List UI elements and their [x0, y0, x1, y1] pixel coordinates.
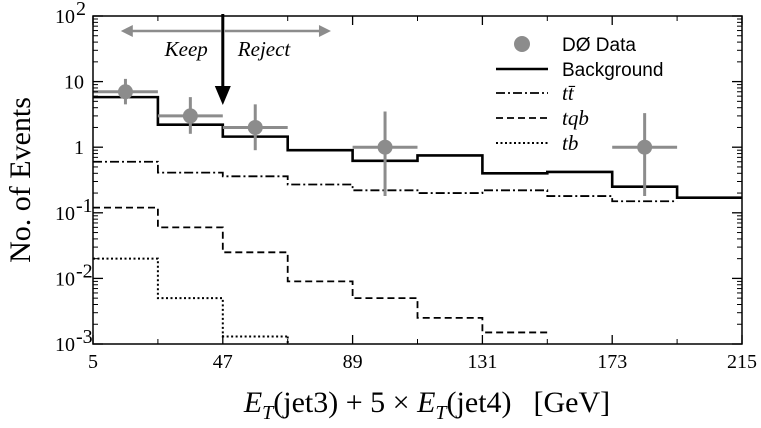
y-axis-title: No. of Events	[4, 97, 37, 263]
legend-label: tqb	[562, 106, 589, 130]
legend-label: Background	[562, 60, 663, 81]
plot-area	[92, 15, 743, 345]
x-tick-label: 173	[597, 351, 627, 373]
x-title-e2: E	[416, 386, 435, 419]
y-tick-exponent: 2	[76, 0, 86, 20]
x-title-e: E	[243, 386, 262, 419]
x-tick-label: 215	[727, 351, 757, 373]
data-point-marker	[637, 139, 653, 155]
y-tick-label: 10	[55, 334, 75, 356]
data-point-marker	[182, 108, 198, 124]
data-point	[93, 78, 158, 105]
x-title-sub2: T	[435, 402, 448, 424]
x-tick-label: 5	[88, 351, 98, 373]
legend-label: tb	[562, 131, 578, 155]
cut-arrow-head	[214, 86, 231, 105]
series-3-line	[93, 257, 288, 338]
x-tick-label: 89	[343, 351, 363, 373]
data-point-marker	[377, 139, 393, 155]
legend-marker-data	[514, 36, 530, 52]
data-point-marker	[117, 84, 133, 100]
reject-arrow-head	[318, 25, 331, 37]
y-tick-label: 10	[64, 72, 84, 94]
series-2-line	[93, 206, 548, 334]
x-tick-label: 47	[213, 351, 233, 373]
x-title-unit: [GeV]	[534, 386, 611, 419]
data-point	[612, 113, 678, 197]
axis-labels: ET(jet3) + 5 × ET(jet4) [GeV] No. of Even…	[4, 97, 610, 424]
x-axis-title: ET(jet3) + 5 × ET(jet4) [GeV]	[243, 386, 610, 424]
x-tick-label: 131	[467, 351, 497, 373]
x-title-jet4: (jet4)	[447, 386, 512, 419]
y-tick-label: 10	[55, 6, 75, 28]
legend-label: DØ Data	[562, 35, 636, 56]
y-tick-exponent: -3	[76, 326, 93, 348]
x-title-sub: T	[262, 402, 275, 424]
reject-label: Reject	[237, 37, 292, 61]
y-tick-label: 10	[55, 268, 75, 290]
data-point-marker	[247, 119, 263, 135]
keep-arrow-head	[120, 25, 133, 37]
data-point	[157, 97, 223, 134]
y-tick-exponent: -2	[76, 260, 93, 282]
y-tick-label: 10	[55, 203, 75, 225]
legend-label: tt̄	[562, 81, 576, 105]
keep-label: Keep	[164, 37, 208, 61]
data-point	[222, 104, 288, 151]
y-tick-exponent: -1	[76, 195, 93, 217]
x-title-jet3: (jet3) + 5 ×	[273, 386, 417, 419]
data-point	[352, 111, 418, 197]
cut-annotation: Keep Reject	[120, 14, 331, 105]
y-tick-label: 1	[74, 137, 84, 159]
